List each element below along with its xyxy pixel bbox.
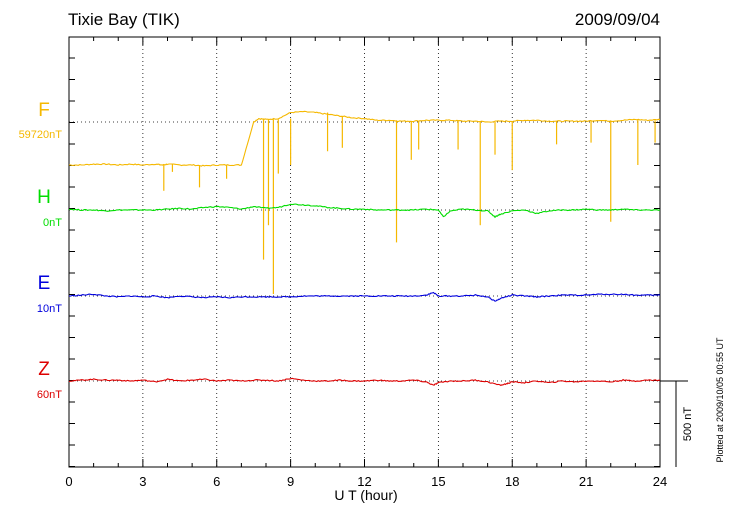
x-tick-label: 21 <box>579 474 593 489</box>
series-name-Z: Z <box>38 359 50 380</box>
x-tick-label: 18 <box>505 474 519 489</box>
series-line-Z <box>68 377 661 387</box>
x-tick-label: 24 <box>653 474 667 489</box>
date-label: 2009/09/04 <box>575 10 660 29</box>
grid-lines <box>69 37 660 467</box>
x-tick-label: 12 <box>357 474 371 489</box>
x-tick-label: 3 <box>139 474 146 489</box>
scale-bar: 500 nT <box>660 380 694 467</box>
series-name-F: F <box>38 100 50 121</box>
x-tick-labels: 0 3 6 9 12 15 18 21 24 <box>65 474 667 489</box>
series-labels: F 59720nT H 0nT E 10nT Z 60nT <box>19 100 63 401</box>
x-tick-label: 9 <box>287 474 294 489</box>
series-baseline-F: 59720nT <box>19 129 63 141</box>
station-title: Tixie Bay (TIK) <box>68 10 180 29</box>
scale-bar-label: 500 nT <box>682 407 694 442</box>
series-name-H: H <box>37 187 51 208</box>
plotted-footnote: Plotted at 2009/10/05 00:55 UT <box>715 337 725 463</box>
series-line-F <box>68 110 661 167</box>
series-baseline-E: 10nT <box>37 303 62 315</box>
x-tick-label: 6 <box>213 474 220 489</box>
series-baseline-H: 0nT <box>43 217 62 229</box>
x-axis-label: U T (hour) <box>334 487 397 503</box>
series-layer <box>68 110 661 387</box>
x-tick-label: 15 <box>431 474 445 489</box>
x-tick-label: 0 <box>65 474 72 489</box>
series-name-E: E <box>38 273 51 294</box>
series-baseline-Z: 60nT <box>37 389 62 401</box>
series-line-H <box>68 203 661 219</box>
series-line-E <box>68 291 661 302</box>
